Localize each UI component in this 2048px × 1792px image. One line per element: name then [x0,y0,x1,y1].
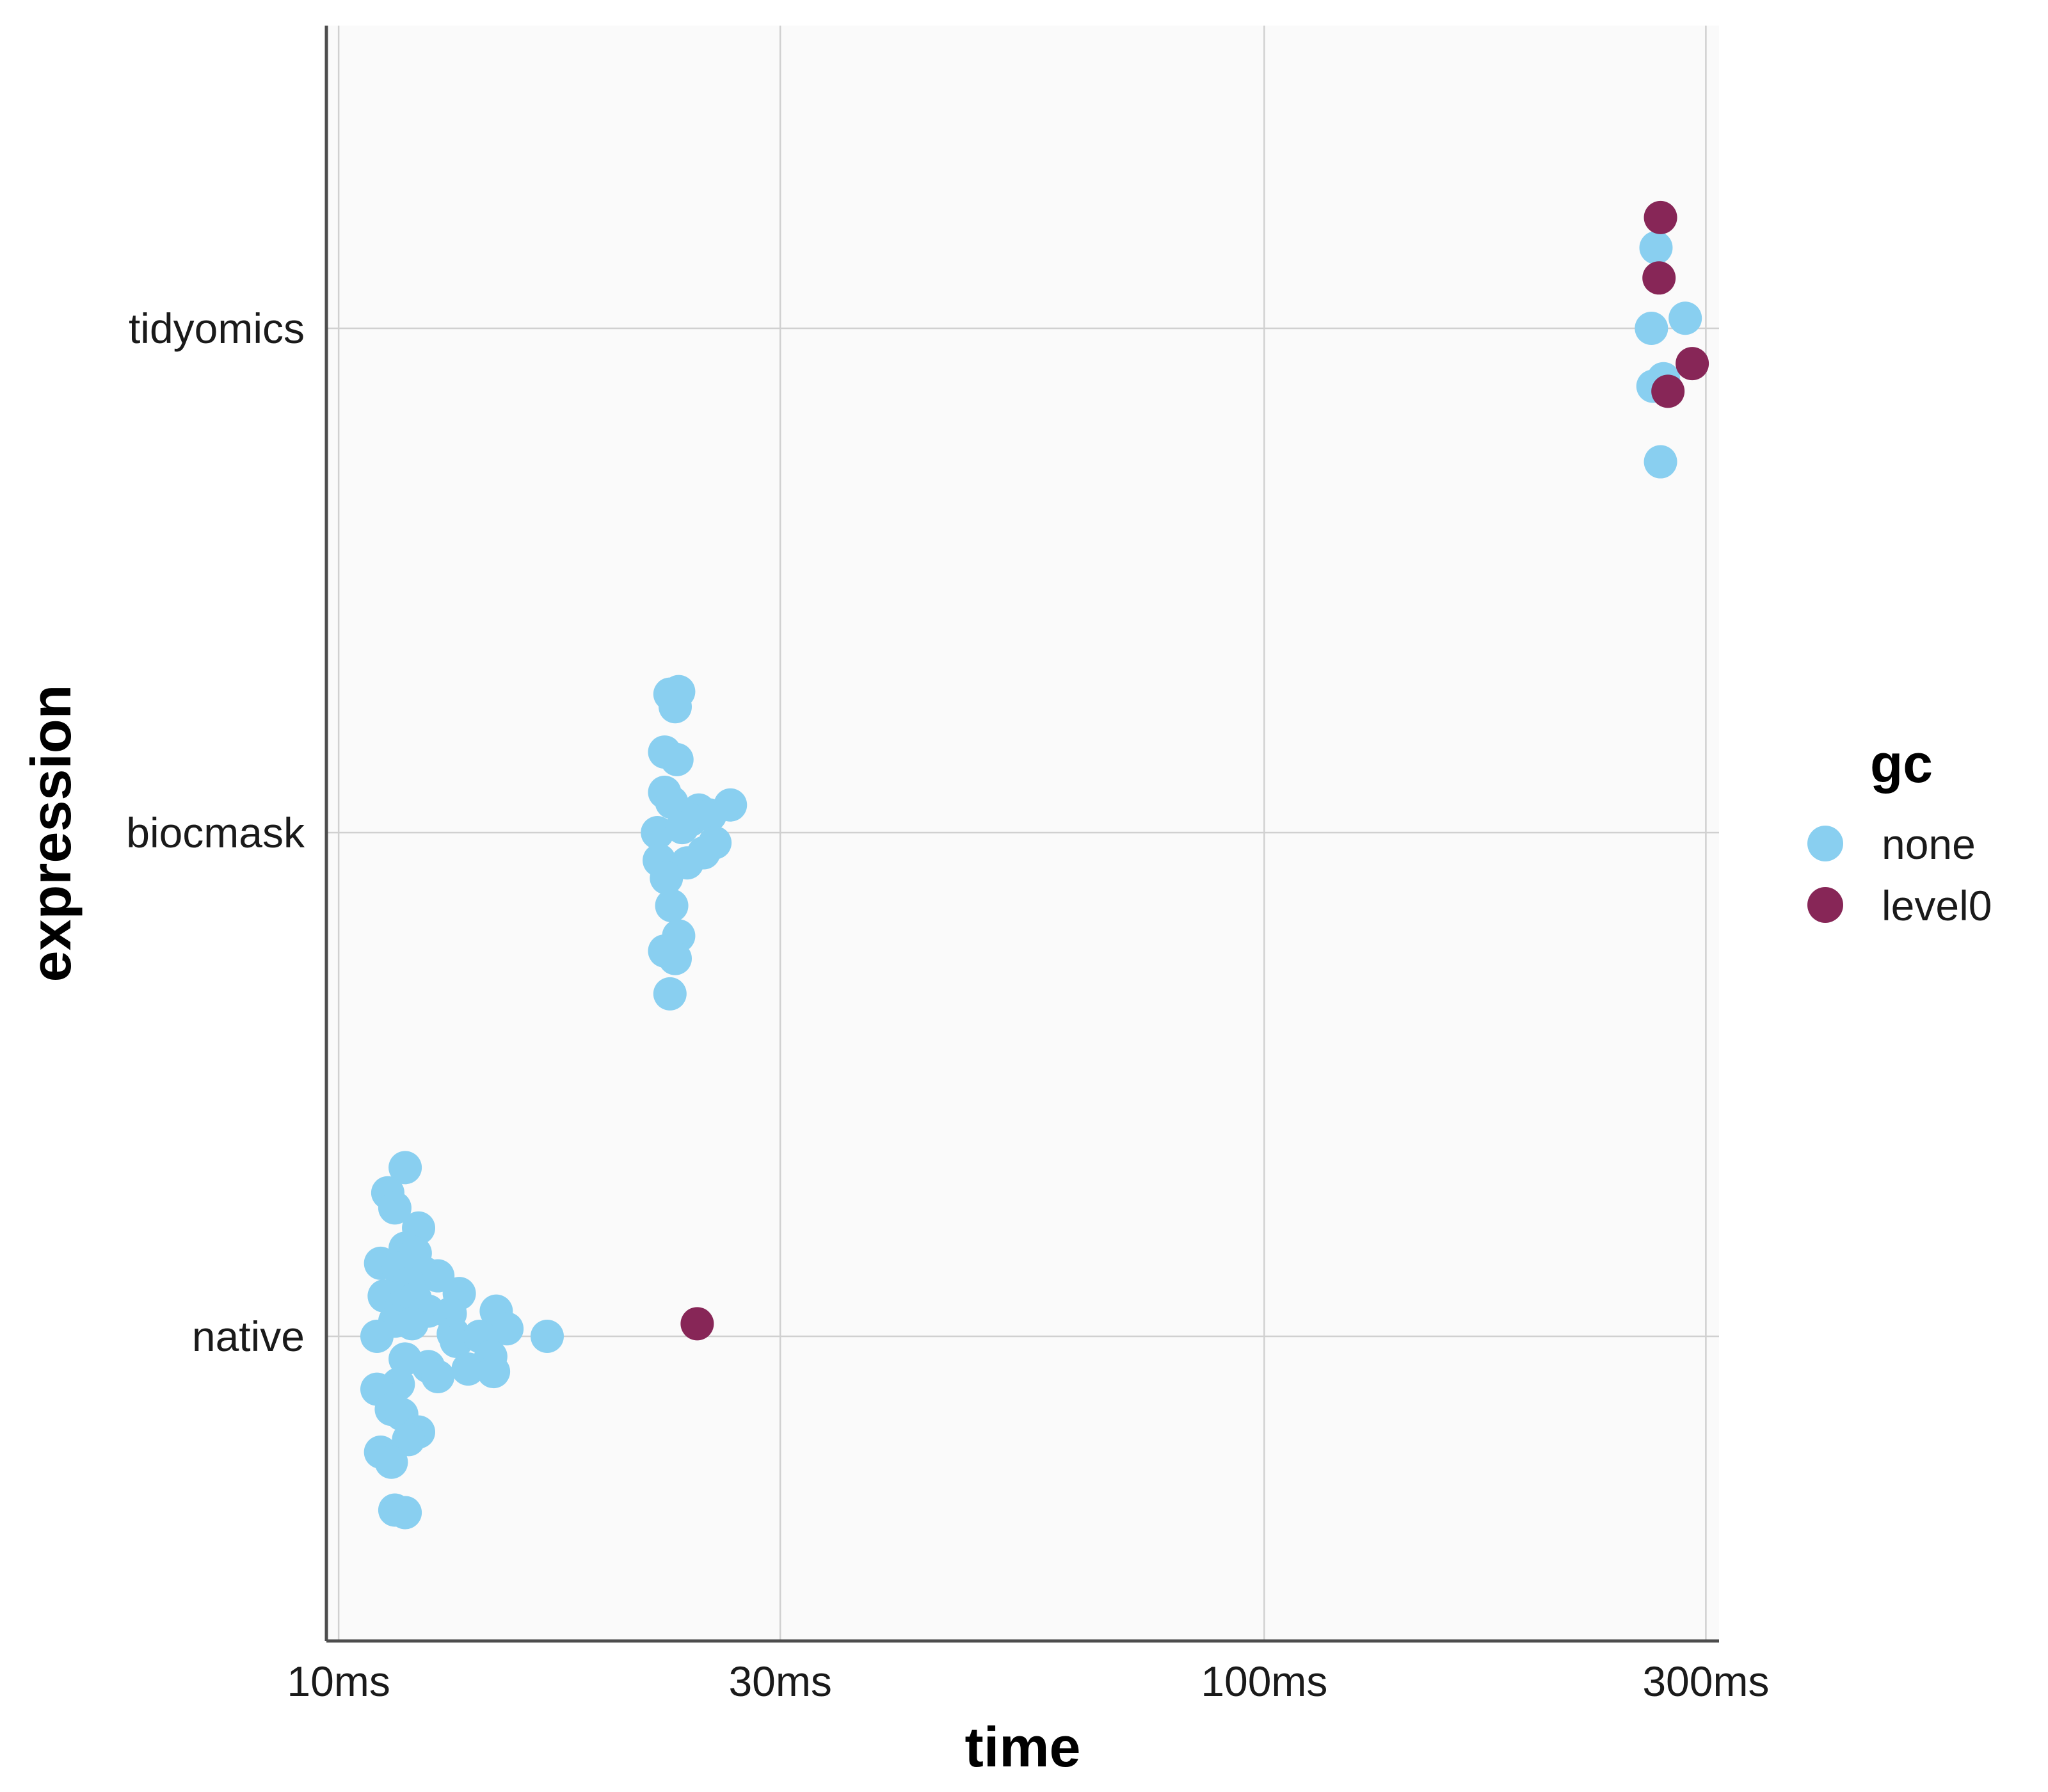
data-point-none [1639,231,1673,265]
data-point-none [530,1320,564,1353]
data-point-none [392,1423,426,1457]
data-point-level0 [1642,261,1676,295]
data-point-level0 [1644,200,1677,234]
y-tick-label: native [192,1313,305,1360]
data-point-none [641,816,675,849]
data-point-none [388,1151,422,1185]
data-point-none [378,1191,412,1225]
x-axis-title: time [965,1715,1081,1779]
data-point-none [395,1307,429,1341]
y-tick-label: tidyomics [129,305,305,352]
data-point-none [477,1355,511,1389]
data-point-none [451,1352,485,1386]
legend: gc none level0 [1807,733,1992,929]
y-tick-label: biocmask [126,809,305,856]
legend-key-level0 [1807,887,1843,923]
data-point-level0 [1676,347,1709,381]
data-point-none [490,1312,524,1346]
data-point-none [660,742,694,776]
data-point-none [665,811,699,845]
data-point-none [650,861,684,895]
x-tick-label: 10ms [287,1658,390,1705]
data-point-level0 [680,1307,714,1341]
data-point-none [659,941,692,975]
data-point-none [655,889,689,923]
legend-label-level0: level0 [1882,882,1992,929]
legend-title: gc [1870,733,1933,794]
x-tick-label: 30ms [728,1658,831,1705]
data-point-none [360,1320,394,1353]
data-point-none [388,1496,422,1530]
data-point-none [659,690,692,724]
data-point-level0 [1651,374,1685,408]
data-point-none [1668,301,1702,335]
x-tick-label: 100ms [1201,1658,1327,1705]
legend-label-none: none [1882,820,1976,868]
scatter-points [360,200,1709,1530]
y-tick-labels: native biocmask tidyomics [126,305,305,1360]
x-tick-labels: 10ms 30ms 100ms 300ms [287,1658,1769,1705]
data-point-none [653,977,687,1011]
legend-key-none [1807,826,1843,861]
data-point-none [1635,312,1668,345]
x-tick-label: 300ms [1642,1658,1769,1705]
data-point-none [421,1359,455,1393]
data-point-none [1644,445,1677,479]
y-axis-title: expression [19,685,83,982]
data-point-none [374,1445,408,1479]
